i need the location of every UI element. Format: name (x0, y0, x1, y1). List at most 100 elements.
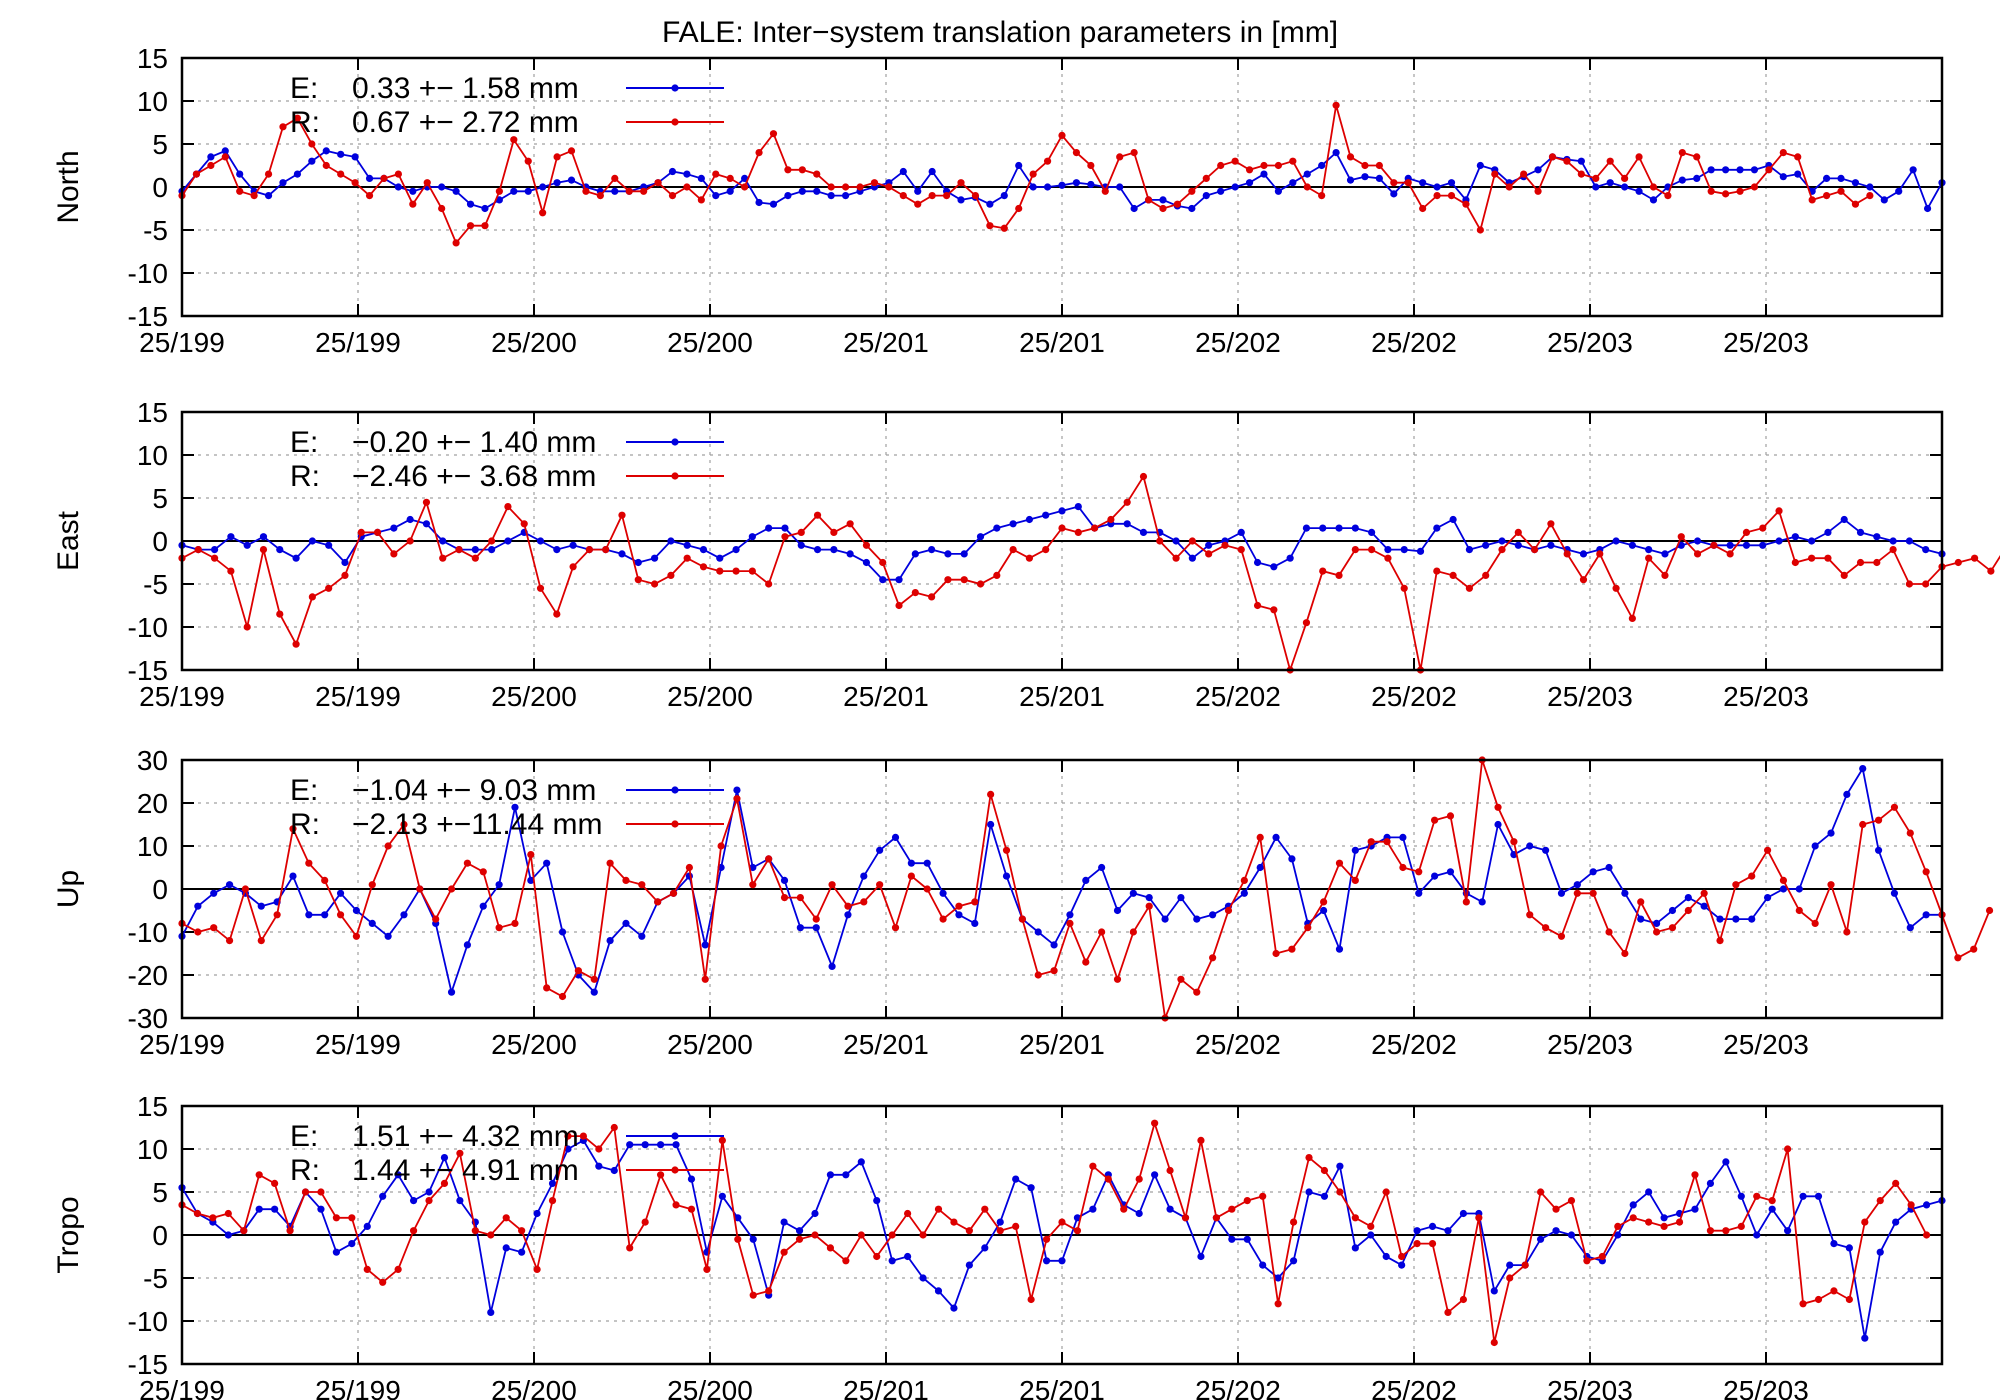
data-point-e (986, 200, 994, 208)
data-point-e (1351, 1244, 1359, 1252)
data-point-e (1002, 872, 1011, 880)
data-point-e (1172, 537, 1180, 545)
data-point-e (1506, 1261, 1514, 1269)
data-point-e (224, 1231, 232, 1239)
legend-stats: 1.44 +− 4.91 mm (352, 1154, 579, 1187)
data-point-e (1058, 1257, 1066, 1265)
y-tick-label: -5 (143, 215, 168, 246)
data-point-r (856, 183, 864, 191)
data-point-r (685, 863, 693, 872)
data-point-e (846, 550, 854, 558)
data-point-e (1476, 161, 1484, 170)
data-point-r (1799, 1300, 1807, 1308)
data-point-e (518, 1248, 526, 1256)
data-point-e (1000, 192, 1008, 200)
y-tick-label: -15 (128, 301, 168, 332)
data-point-e (337, 150, 345, 158)
data-point-r (317, 1188, 325, 1196)
data-point-r (1649, 183, 1658, 191)
data-point-r (1922, 580, 1930, 588)
data-point-r (463, 859, 472, 867)
y-tick-label: 5 (152, 483, 168, 514)
data-point-r (289, 825, 297, 833)
data-point-e (1814, 1192, 1823, 1200)
data-point-r (495, 924, 503, 932)
data-point-r (1606, 157, 1614, 165)
plot-frame (180, 758, 1944, 1020)
data-point-e (1614, 1231, 1622, 1239)
data-point-e (1514, 541, 1522, 549)
data-point-e (1536, 1235, 1545, 1243)
data-point-e (1693, 537, 1702, 545)
data-point-r (1383, 838, 1391, 846)
data-point-r (1018, 915, 1026, 923)
data-point-e (976, 533, 985, 541)
data-point-e (733, 786, 741, 794)
data-point-r (765, 855, 773, 863)
data-point-e (796, 924, 804, 932)
y-tick-label: 10 (137, 831, 168, 862)
x-tick-label: 25/199 (315, 1029, 401, 1060)
data-point-e (227, 533, 235, 541)
data-point-e (495, 881, 503, 889)
data-point-e (811, 1209, 819, 1218)
data-point-r (1382, 1188, 1390, 1196)
data-point-e (409, 187, 417, 195)
data-point-r (996, 1227, 1004, 1235)
x-tick-label: 25/201 (843, 681, 929, 712)
data-point-e (1123, 520, 1131, 528)
data-point-e (1336, 1162, 1344, 1170)
data-point-r (1548, 153, 1557, 161)
data-point-r (830, 528, 838, 537)
data-point-r (895, 601, 903, 610)
data-point-r (813, 511, 822, 519)
y-tick-label: 0 (152, 172, 168, 203)
x-tick-label: 25/200 (491, 681, 577, 712)
data-point-r (971, 898, 979, 906)
data-point-r (447, 885, 456, 893)
data-point-r (1494, 803, 1502, 811)
data-point-r (907, 872, 915, 880)
data-point-r (390, 550, 398, 558)
data-point-e (332, 1248, 340, 1256)
data-point-r (1205, 550, 1213, 558)
data-point-e (895, 576, 903, 584)
legend-stats: 1.51 +− 4.32 mm (352, 1120, 579, 1153)
data-point-r (1722, 1227, 1730, 1235)
data-point-r (1534, 187, 1542, 195)
data-point-e (325, 541, 333, 549)
data-point-e (634, 558, 642, 567)
data-point-r (1905, 580, 1914, 588)
data-point-e (699, 546, 708, 554)
data-point-r (687, 1205, 696, 1213)
data-point-e (1351, 524, 1359, 532)
data-point-e (487, 1308, 495, 1316)
data-point-r (1605, 928, 1613, 936)
data-point-r (1332, 101, 1340, 109)
data-point-r (965, 1227, 973, 1235)
data-point-e (697, 174, 705, 182)
x-tick-label: 25/203 (1547, 327, 1633, 358)
data-point-r (1814, 1295, 1823, 1304)
data-point-r (784, 166, 792, 174)
data-point-r (1856, 558, 1865, 567)
data-point-r (1335, 571, 1343, 580)
y-tick-label: -20 (128, 960, 168, 991)
data-point-e (1431, 872, 1439, 880)
data-point-e (1009, 520, 1017, 528)
data-point-e (447, 988, 456, 996)
data-point-r (276, 610, 284, 618)
data-point-r (325, 584, 333, 592)
data-point-r (1629, 1214, 1637, 1222)
data-point-e (1058, 507, 1066, 515)
data-point-e (626, 1141, 634, 1149)
data-point-r (610, 1123, 618, 1132)
data-point-r (1892, 1179, 1900, 1187)
data-point-r (1027, 1295, 1035, 1304)
legend-stats: −0.20 +− 1.40 mm (352, 426, 596, 459)
data-point-e (1791, 533, 1799, 541)
data-point-r (1319, 567, 1327, 575)
data-point-r (225, 937, 234, 945)
data-point-e (795, 1227, 804, 1235)
